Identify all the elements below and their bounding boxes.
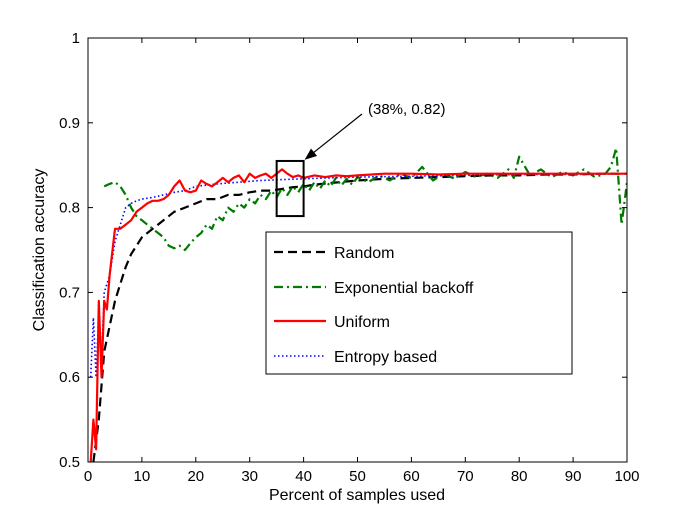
- annotation-layer: (38%, 0.82): [275, 101, 446, 218]
- x-tick-label: 90: [565, 468, 582, 485]
- x-tick-label: 80: [511, 468, 528, 485]
- y-tick-label: 0.9: [59, 115, 80, 132]
- y-tick-label: 0.7: [59, 284, 80, 301]
- annotation-label: (38%, 0.82): [368, 101, 446, 118]
- x-tick-label: 0: [84, 468, 92, 485]
- series-layer: [89, 147, 627, 462]
- legend-label-exponential-backoff: Exponential backoff: [334, 280, 474, 297]
- x-axis-label: Percent of samples used: [269, 487, 445, 504]
- y-tick-label: 0.6: [59, 369, 80, 386]
- legend-label-entropy-based: Entropy based: [334, 349, 437, 366]
- tick-layer: 0 10 20 30 40 50 60 70 80 90 100 0.5 0.6 0.7 0.8 0.9 1: [59, 30, 639, 485]
- x-tick-label: 50: [349, 468, 366, 485]
- legend-label-uniform: Uniform: [334, 314, 390, 331]
- legend-items: Random Exponential backoff Uniform Entropy …: [274, 245, 474, 366]
- y-tick-label: 0.8: [59, 200, 80, 217]
- annotation-box: [275, 159, 305, 218]
- x-tick-label: 70: [457, 468, 474, 485]
- annotation-arrow: [304, 113, 363, 160]
- legend: Random Exponential backoff Uniform Entropy …: [265, 231, 573, 375]
- x-tick-label: 30: [241, 468, 258, 485]
- y-axis-label: Classification accuracy: [31, 169, 48, 332]
- x-tick-label: 40: [295, 468, 312, 485]
- legend-box: [265, 231, 573, 375]
- y-tick-label: 1: [72, 30, 80, 47]
- y-tick-label: 0.5: [59, 454, 80, 471]
- series-line-exponential-backoff: [103, 147, 627, 252]
- x-tick-label: 100: [614, 468, 639, 485]
- x-tick-label: 20: [187, 468, 204, 485]
- series-line-uniform: [89, 168, 627, 462]
- x-tick-label: 10: [134, 468, 151, 485]
- x-tick-label: 60: [403, 468, 420, 485]
- legend-label-random: Random: [334, 245, 394, 262]
